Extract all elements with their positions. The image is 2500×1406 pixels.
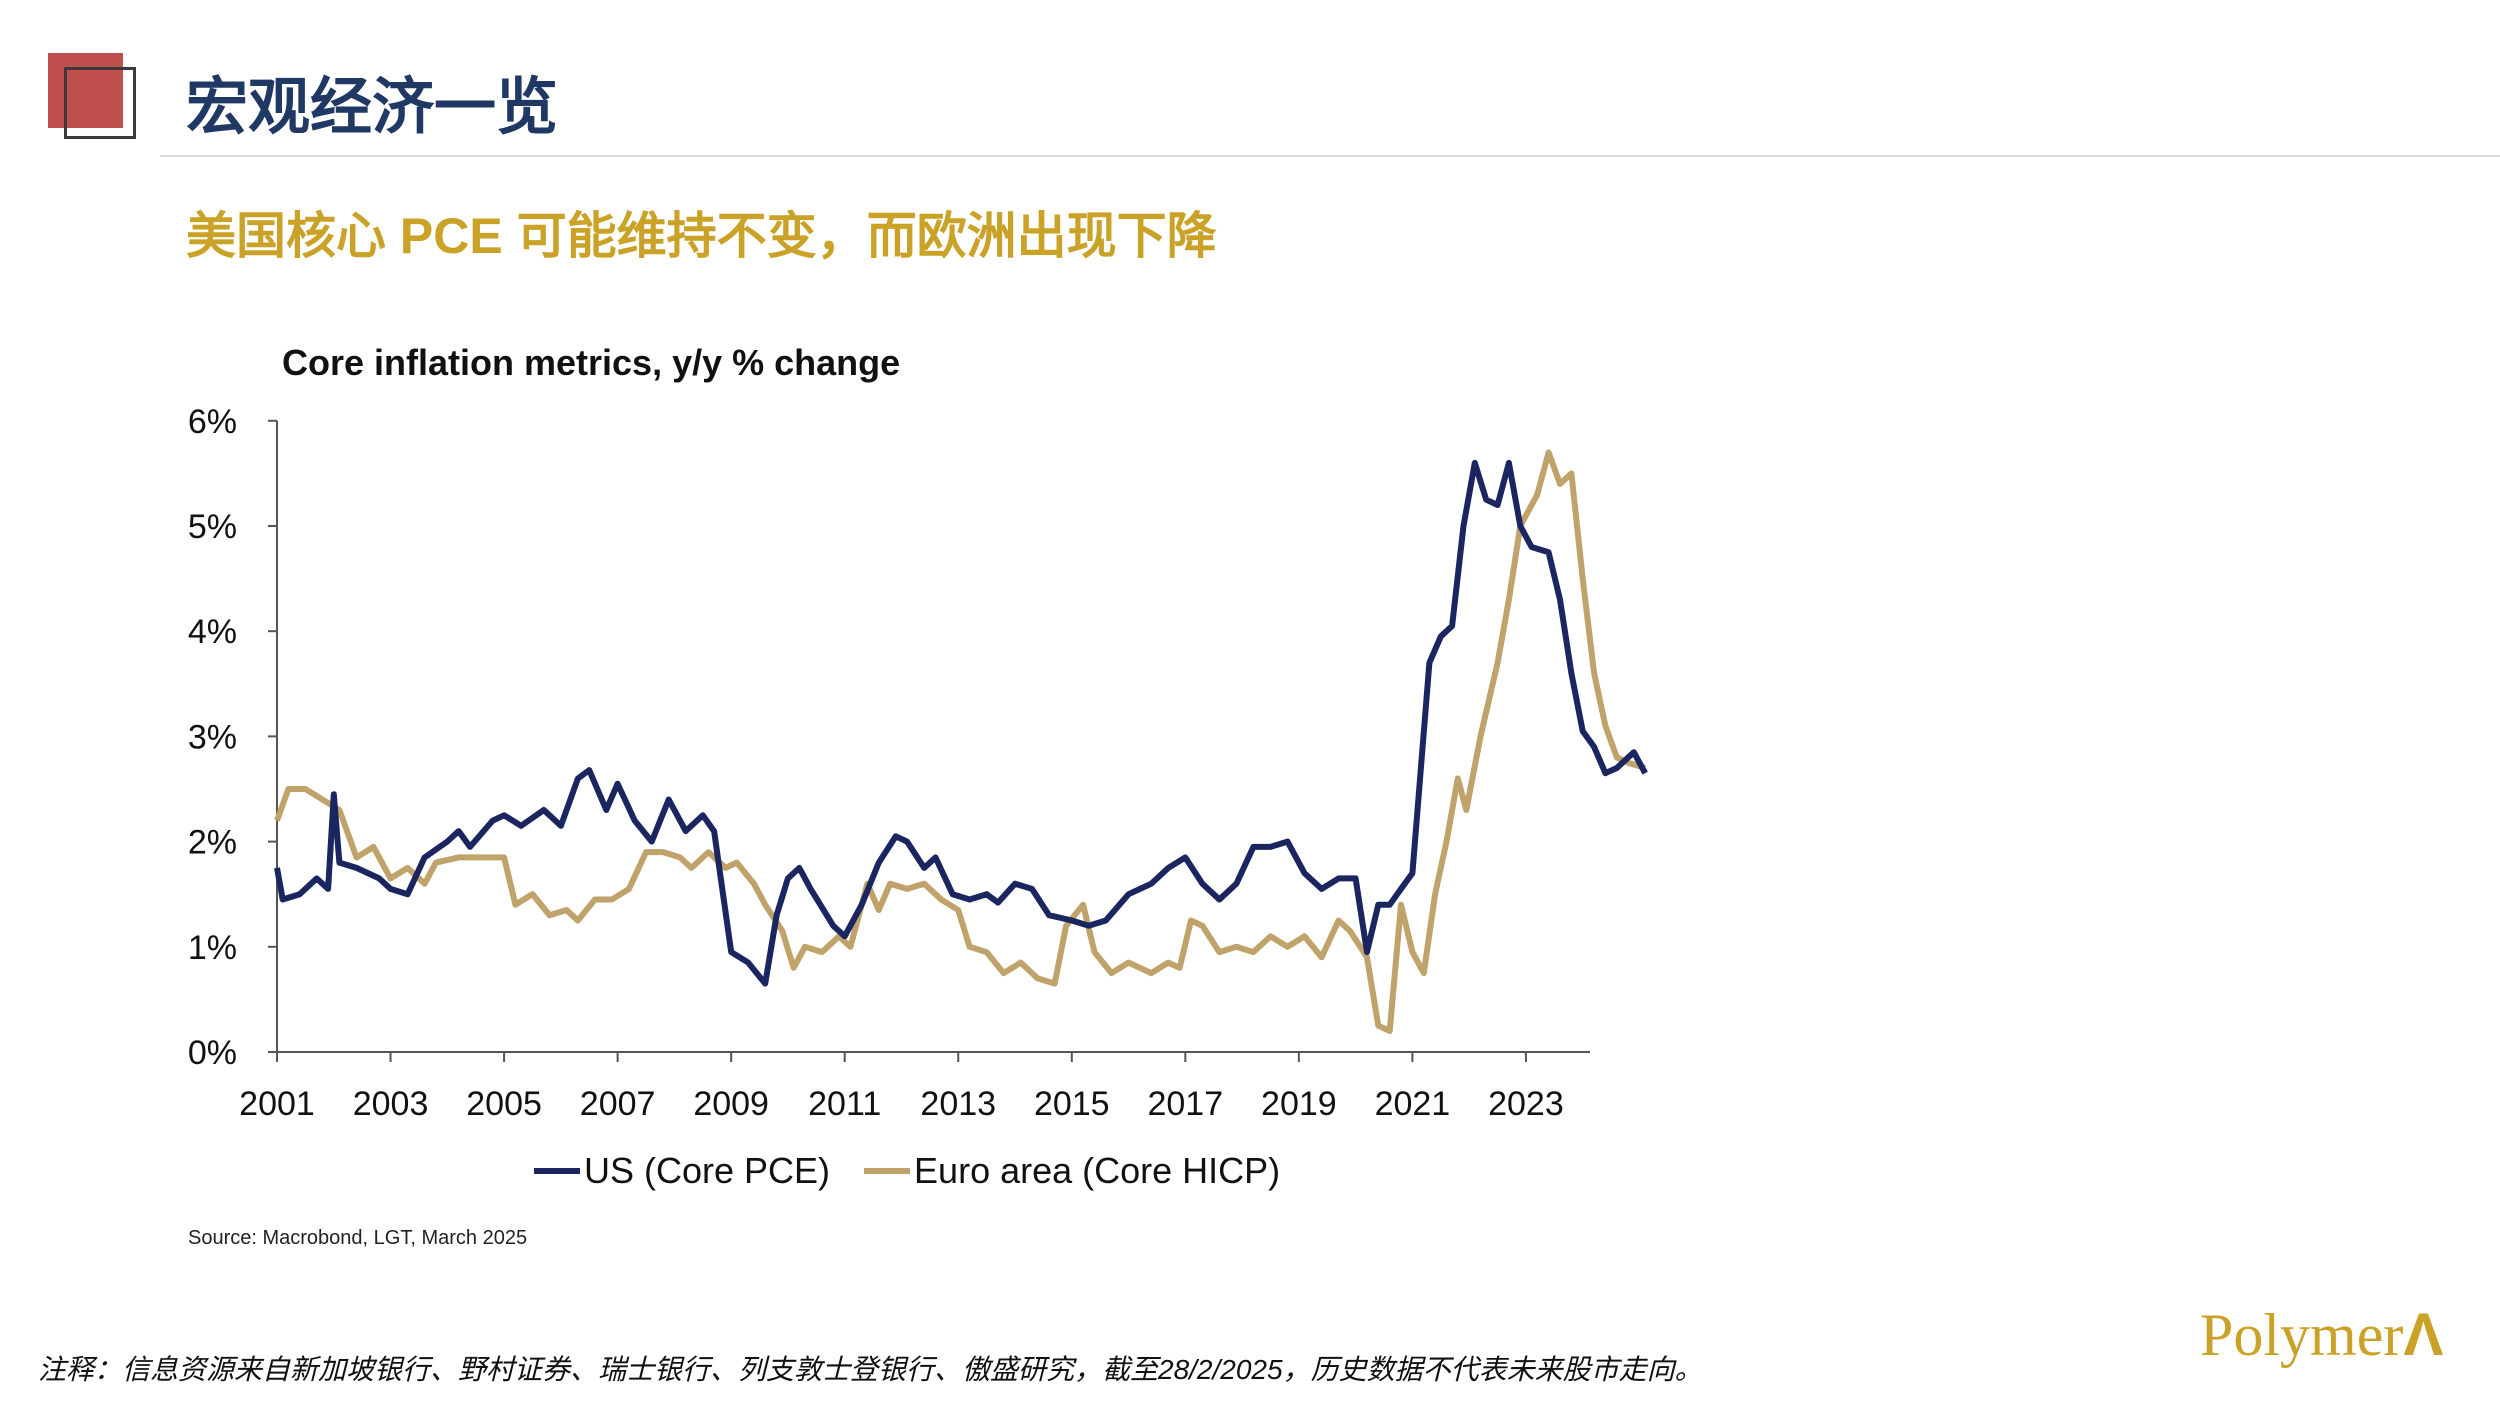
page-title: 宏观经济一览 <box>186 73 559 142</box>
page-subtitle: 美国核心 PCE 可能维持不变，而欧洲出现下降 <box>186 208 1217 264</box>
chart-source: Source: Macrobond, LGT, March 2025 <box>188 1227 528 1249</box>
x-tick-label: 2019 <box>1261 1085 1337 1123</box>
legend-swatch-us <box>534 1168 580 1174</box>
y-tick-label: 6% <box>188 403 237 441</box>
series-line-euro <box>274 449 1647 1034</box>
chart-title: Core inflation metrics, y/y % change <box>282 342 901 383</box>
footnote: 注释：信息资源来自新加坡银行、野村证券、瑞士银行、列支敦士登银行、傲盛研究，截至… <box>38 1354 1703 1385</box>
header-accent-outline <box>64 67 136 139</box>
x-tick-label: 2001 <box>239 1085 315 1123</box>
y-tick-label: 3% <box>188 718 237 756</box>
header-accent-square <box>48 53 123 128</box>
header-divider <box>160 155 2500 157</box>
polymer-logo: PolymerΛ <box>2200 1301 2444 1368</box>
x-tick-label: 2011 <box>808 1085 881 1123</box>
y-tick-label: 2% <box>188 824 237 862</box>
legend-label-euro: Euro area (Core HICP) <box>914 1150 1281 1191</box>
x-tick-label: 2013 <box>920 1085 996 1123</box>
series-line-us <box>274 459 1648 987</box>
x-tick-label: 2009 <box>693 1085 769 1123</box>
x-tick-label: 2021 <box>1375 1085 1451 1123</box>
x-tick-label: 2023 <box>1488 1085 1564 1123</box>
x-tick-label: 2005 <box>466 1085 542 1123</box>
chart-legend: US (Core PCE) Euro area (Core HICP) <box>534 1150 1280 1192</box>
y-tick-label: 0% <box>188 1034 237 1072</box>
y-tick-label: 4% <box>188 613 237 651</box>
chart-axes: 0% 1% 2% 3% 4% 5% 6% 2001 2003 2005 2007 2009 2011 20… <box>188 403 1590 1123</box>
x-tick-label: 2017 <box>1147 1085 1223 1123</box>
x-tick-label: 2003 <box>353 1085 429 1123</box>
legend-swatch-euro <box>864 1168 911 1174</box>
y-tick-label: 5% <box>188 508 237 546</box>
y-tick-label: 1% <box>188 929 237 967</box>
x-tick-label: 2015 <box>1034 1085 1110 1123</box>
legend-label-us: US (Core PCE) <box>584 1150 831 1191</box>
chart-series <box>274 449 1648 1034</box>
x-tick-label: 2007 <box>580 1085 656 1123</box>
